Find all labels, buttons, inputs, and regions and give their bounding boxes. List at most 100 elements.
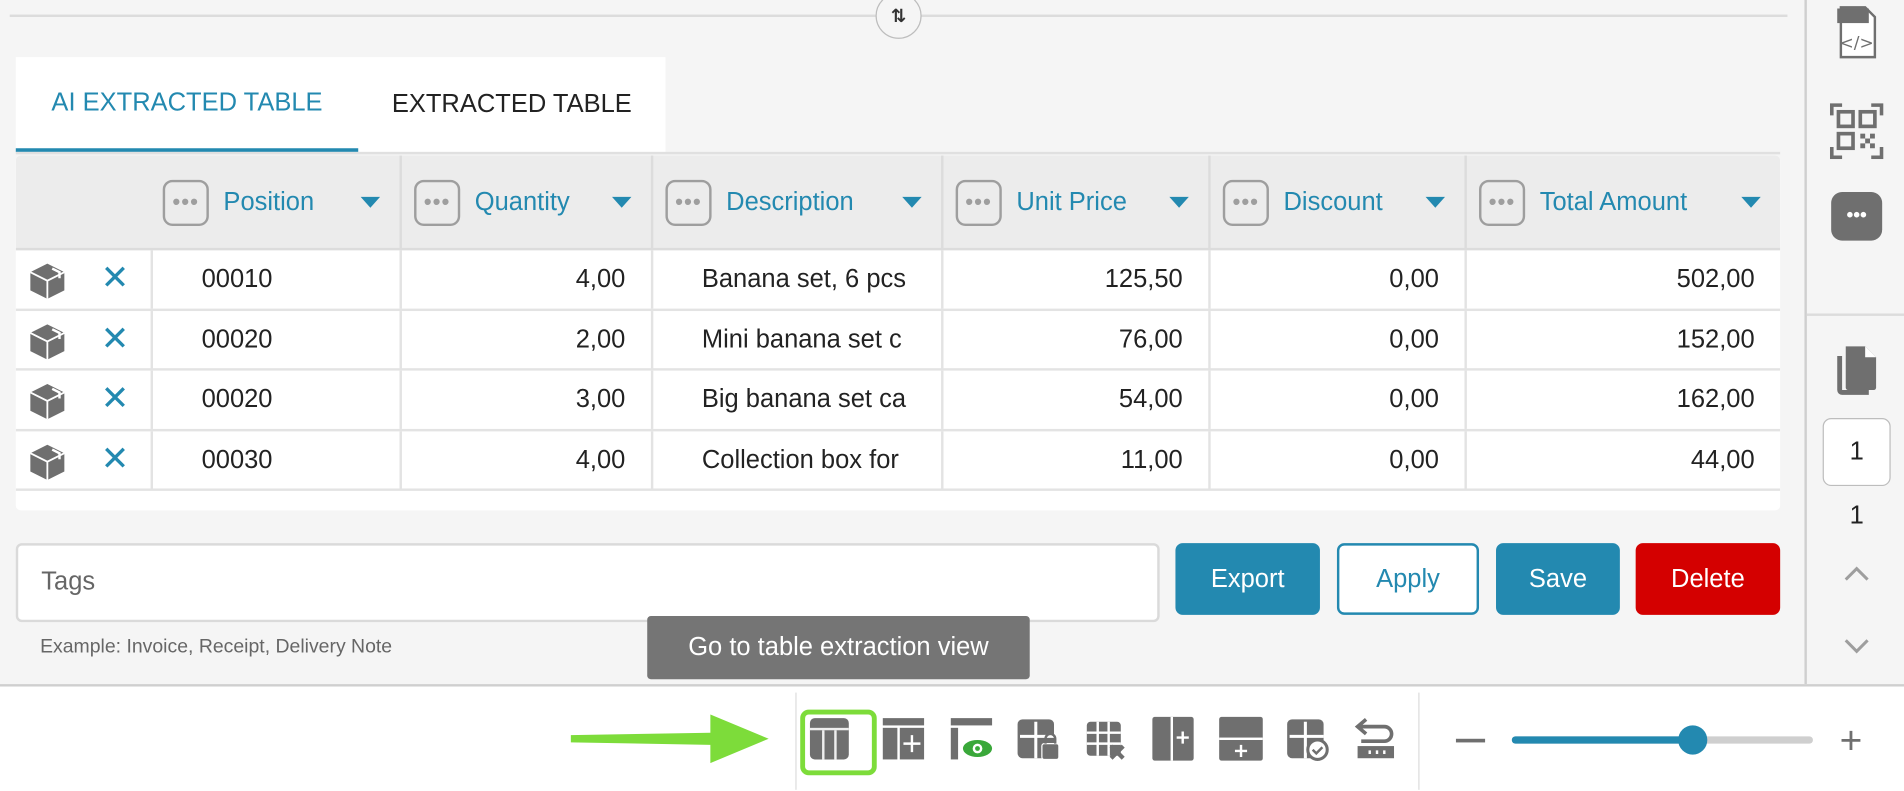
column-label: Description (726, 187, 854, 216)
zoom-out-button[interactable] (1455, 738, 1486, 743)
table-cell[interactable]: 502,00 (1464, 250, 1780, 309)
dropdown-caret-icon[interactable] (1741, 196, 1761, 208)
delete-row-icon[interactable]: ✕ (100, 258, 130, 297)
column-menu-icon[interactable]: ••• (955, 179, 1002, 226)
table-cell[interactable]: 3,00 (399, 370, 651, 429)
delete-button[interactable]: Delete (1635, 543, 1781, 615)
delete-row-icon[interactable]: ✕ (100, 439, 130, 477)
apply-button[interactable]: Apply (1336, 543, 1480, 615)
table-cell[interactable]: Collection box for (650, 430, 941, 490)
table-cell[interactable]: 00020 (150, 310, 400, 369)
dropdown-caret-icon[interactable] (612, 196, 632, 208)
tags-helper-text: Example: Invoice, Receipt, Delivery Note (40, 636, 393, 658)
zoom-in-button[interactable]: + (1839, 718, 1863, 762)
export-button[interactable]: Export (1175, 543, 1320, 615)
svg-text:</>: </> (1840, 34, 1874, 54)
column-label: Discount (1283, 187, 1383, 216)
dropdown-caret-icon[interactable] (902, 196, 922, 208)
table-cell[interactable]: 00010 (150, 250, 400, 309)
column-header[interactable]: ••• Discount (1208, 155, 1464, 250)
preview-table-icon[interactable] (948, 714, 994, 763)
add-table-icon[interactable] (880, 714, 926, 763)
tab-ai-extracted-table[interactable]: AI EXTRACTED TABLE (15, 57, 359, 152)
column-label: Quantity (474, 187, 570, 216)
column-menu-icon[interactable]: ••• (1479, 179, 1526, 226)
chevron-up-icon[interactable] (1843, 565, 1870, 582)
right-sidebar: </> ••• 1 1 (1804, 0, 1904, 685)
toolbar-divider (1418, 692, 1420, 790)
resize-handle[interactable]: ⇅ (875, 0, 922, 39)
table-cell[interactable]: Big banana set ca (650, 370, 941, 429)
column-header[interactable]: ••• Position (151, 156, 400, 250)
table-cell[interactable]: 125,50 (941, 250, 1208, 309)
divider (15, 151, 1781, 155)
table-cell[interactable]: 00030 (150, 430, 400, 490)
table-header: ••• Position ••• Quantity ••• Description ••• U… (15, 155, 1781, 251)
column-header[interactable]: ••• Unit Price (941, 155, 1208, 250)
zoom-slider[interactable] (1511, 725, 1813, 755)
column-label: Unit Price (1016, 187, 1127, 216)
validate-table-icon[interactable] (1285, 714, 1331, 763)
table-cell[interactable]: 00020 (150, 370, 400, 429)
page-count: 1 (1849, 501, 1864, 530)
table-cell[interactable]: 4,00 (399, 430, 651, 490)
copy-document-icon[interactable] (1835, 346, 1879, 397)
zoom-slider-fill (1511, 736, 1693, 744)
add-row-icon[interactable] (1217, 714, 1263, 763)
table-cell[interactable]: 152,00 (1464, 310, 1780, 369)
qr-code-icon[interactable] (1829, 103, 1884, 160)
delete-row-icon[interactable]: ✕ (100, 379, 130, 417)
table-cell[interactable]: Banana set, 6 pcs (650, 250, 941, 309)
tooltip: Go to table extraction view (647, 616, 1030, 680)
xml-file-icon[interactable]: </> (1834, 5, 1880, 61)
reset-table-icon[interactable] (1352, 714, 1398, 763)
dropdown-caret-icon[interactable] (360, 196, 381, 208)
highlight-box (800, 709, 877, 776)
column-header[interactable]: ••• Total Amount (1464, 155, 1780, 250)
package-icon[interactable] (28, 321, 67, 360)
table-cell[interactable]: 0,00 (1208, 310, 1464, 369)
green-arrow-annotation (570, 714, 769, 764)
table-cell[interactable]: 162,00 (1464, 370, 1780, 429)
table-cell[interactable]: Mini banana set c (650, 310, 941, 369)
column-label: Position (223, 187, 315, 216)
column-menu-icon[interactable]: ••• (162, 179, 209, 226)
package-icon[interactable] (28, 442, 67, 481)
table-row: ✕ 00030 4,00 Collection box for 11,00 0,00 44,… (15, 430, 1781, 491)
column-menu-icon[interactable]: ••• (665, 179, 712, 226)
lock-table-icon[interactable] (1015, 714, 1061, 763)
table-cell[interactable]: 0,00 (1208, 430, 1464, 490)
save-button[interactable]: Save (1496, 543, 1620, 615)
chevron-down-icon[interactable] (1843, 638, 1870, 655)
table-cell[interactable]: 2,00 (399, 310, 651, 369)
data-table: ••• Position ••• Quantity ••• Description ••• U… (15, 155, 1781, 511)
table-cell[interactable]: 11,00 (941, 430, 1208, 490)
column-header[interactable]: ••• Description (650, 155, 941, 250)
table-row: ✕ 00010 4,00 Banana set, 6 pcs 125,50 0,00 502… (15, 250, 1781, 311)
dropdown-caret-icon[interactable] (1425, 196, 1446, 208)
page-number-input[interactable]: 1 (1822, 417, 1891, 487)
tab-extracted-table[interactable]: EXTRACTED TABLE (391, 89, 632, 118)
column-header[interactable]: ••• Quantity (399, 155, 651, 250)
add-column-icon[interactable] (1150, 714, 1196, 763)
table-cell[interactable]: 0,00 (1208, 370, 1464, 429)
column-menu-icon[interactable]: ••• (414, 179, 461, 226)
column-menu-icon[interactable]: ••• (1222, 179, 1269, 226)
package-icon[interactable] (28, 382, 67, 421)
table-cell[interactable]: 54,00 (941, 370, 1208, 429)
table-view-icon[interactable] (806, 714, 852, 763)
table-cell[interactable]: 44,00 (1464, 430, 1780, 490)
package-icon[interactable] (28, 261, 67, 300)
delete-table-icon[interactable] (1082, 714, 1128, 763)
delete-row-icon[interactable]: ✕ (100, 318, 130, 357)
tags-input[interactable]: Tags (15, 543, 1160, 623)
table-cell[interactable]: 76,00 (941, 310, 1208, 369)
more-options-button[interactable]: ••• (1831, 191, 1883, 241)
zoom-slider-knob[interactable] (1677, 725, 1708, 755)
column-label: Total Amount (1539, 187, 1688, 216)
tab-bar: AI EXTRACTED TABLE EXTRACTED TABLE (15, 57, 666, 152)
table-cell[interactable]: 4,00 (399, 250, 651, 309)
dropdown-caret-icon[interactable] (1169, 196, 1189, 208)
table-cell[interactable]: 0,00 (1208, 250, 1464, 309)
